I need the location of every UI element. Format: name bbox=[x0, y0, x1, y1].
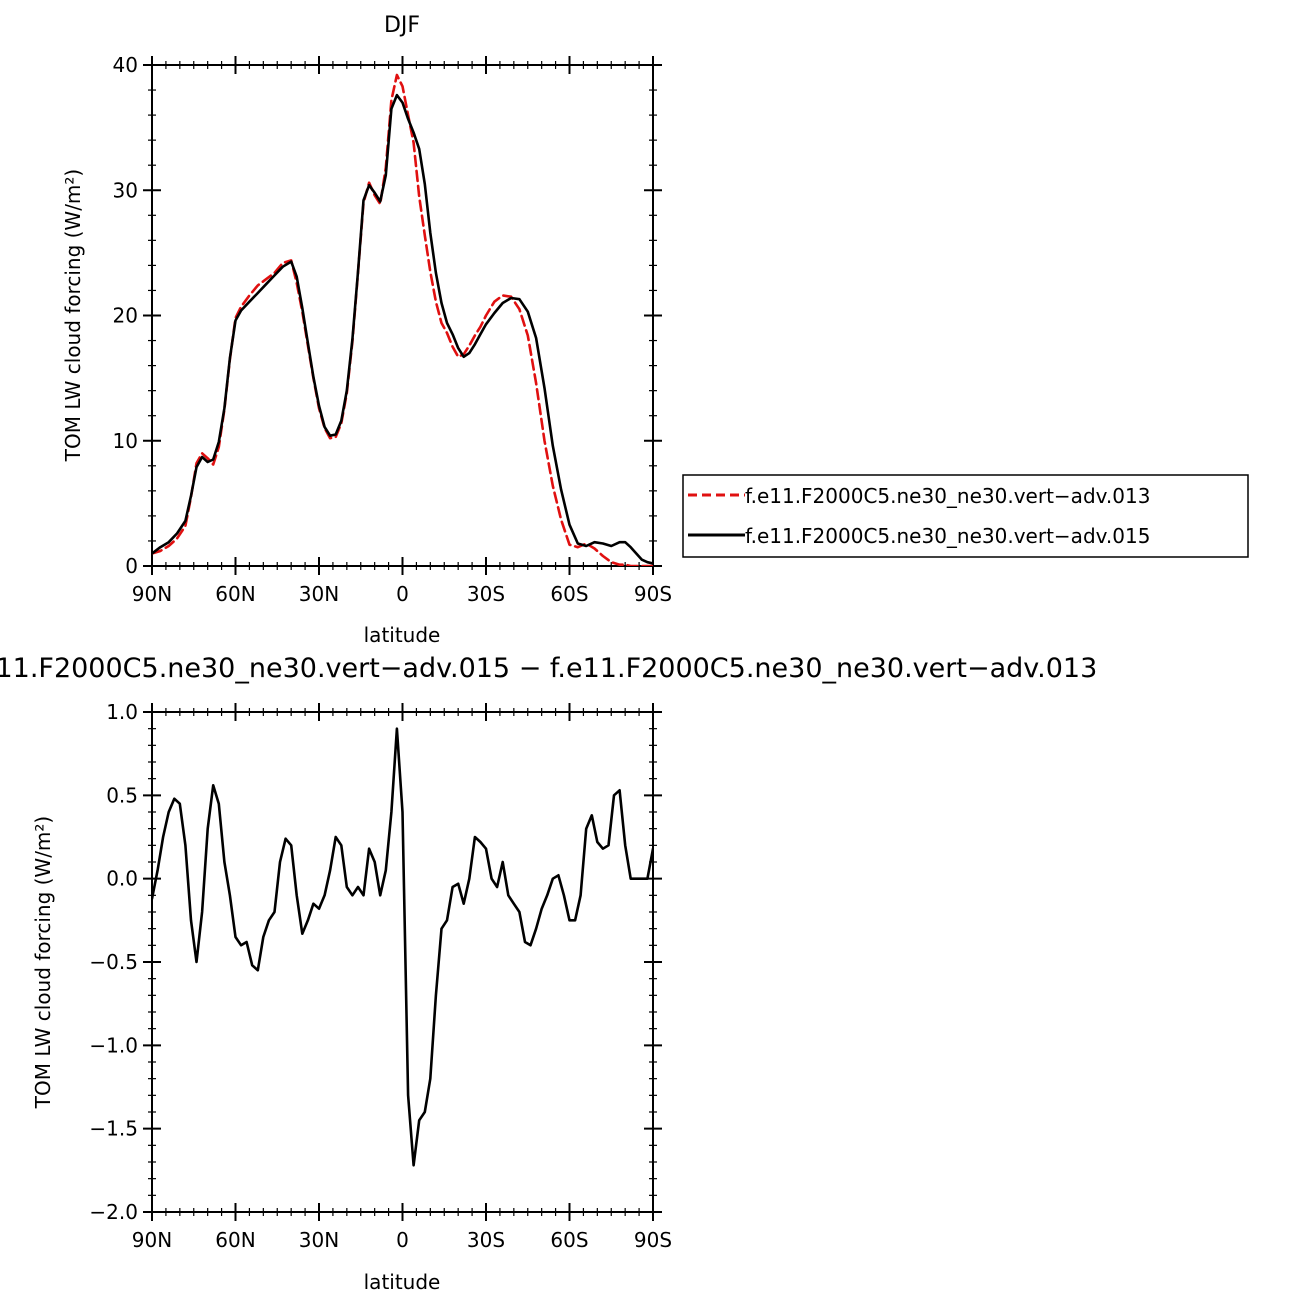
legend: f.e11.F2000C5.ne30_ne30.vert−adv.013 f.e… bbox=[682, 474, 1249, 558]
x-tick-label: 60N bbox=[215, 1228, 255, 1252]
x-tick-label: 30N bbox=[299, 582, 339, 606]
x-tick-label: 90N bbox=[132, 1228, 172, 1252]
x-tick-label: 0 bbox=[396, 582, 409, 606]
y-tick-label: 30 bbox=[113, 178, 138, 202]
legend-label-015: f.e11.F2000C5.ne30_ne30.vert−adv.015 bbox=[745, 524, 1150, 548]
bottom-chart-title: f.e11.F2000C5.ne30_ne30.vert−adv.015 − f… bbox=[0, 653, 1097, 684]
bottom-tick-labels: 1.0 0.5 0.0 −0.5 −1.0 −1.5 −2.0 90N 60N 30N 0 30S 60… bbox=[89, 700, 672, 1252]
top-chart-title: DJF bbox=[384, 13, 420, 38]
y-tick-label: 10 bbox=[113, 429, 138, 453]
series-line-solid-1 bbox=[152, 93, 653, 565]
top-axis-ticks bbox=[143, 56, 662, 575]
bottom-x-axis-label: latitude bbox=[364, 1270, 441, 1294]
top-panel: DJF 0 10 20 30 40 90N 60N 30N 0 30S 60S 90S latitud… bbox=[61, 13, 672, 647]
series-line-dashed-0 bbox=[152, 73, 653, 566]
top-tick-labels: 0 10 20 30 40 90N 60N 30N 0 30S 60S 90S bbox=[113, 53, 673, 606]
x-tick-label: 30S bbox=[467, 1228, 505, 1252]
bottom-y-axis-label: TOM LW cloud forcing (W/m²) bbox=[31, 816, 55, 1110]
legend-box bbox=[682, 474, 1249, 558]
x-tick-label: 0 bbox=[396, 1228, 409, 1252]
bottom-plot-frame bbox=[151, 711, 654, 1213]
y-tick-label: −2.0 bbox=[89, 1200, 138, 1224]
x-tick-label: 90N bbox=[132, 582, 172, 606]
top-series-group bbox=[152, 73, 653, 566]
top-plot-frame bbox=[151, 64, 654, 567]
x-tick-label: 30S bbox=[467, 582, 505, 606]
x-tick-label: 90S bbox=[634, 582, 672, 606]
bottom-series-group bbox=[152, 727, 653, 1167]
x-tick-label: 30N bbox=[299, 1228, 339, 1252]
top-y-axis-label: TOM LW cloud forcing (W/m²) bbox=[61, 169, 85, 463]
y-tick-label: 0 bbox=[125, 554, 138, 578]
y-tick-label: −0.5 bbox=[89, 950, 138, 974]
top-x-axis-label: latitude bbox=[364, 623, 441, 647]
y-tick-label: 1.0 bbox=[106, 700, 138, 724]
bottom-axis-ticks bbox=[143, 703, 662, 1221]
series-line-solid-0 bbox=[152, 727, 653, 1167]
y-tick-label: 40 bbox=[113, 53, 138, 77]
y-tick-label: −1.0 bbox=[89, 1033, 138, 1057]
y-tick-label: 0.5 bbox=[106, 783, 138, 807]
x-tick-label: 60S bbox=[550, 582, 588, 606]
x-tick-label: 90S bbox=[634, 1228, 672, 1252]
legend-label-013: f.e11.F2000C5.ne30_ne30.vert−adv.013 bbox=[745, 484, 1150, 508]
y-tick-label: 20 bbox=[113, 304, 138, 328]
bottom-panel: f.e11.F2000C5.ne30_ne30.vert−adv.015 − f… bbox=[0, 653, 1097, 1294]
x-tick-label: 60N bbox=[215, 582, 255, 606]
x-tick-label: 60S bbox=[550, 1228, 588, 1252]
y-tick-label: 0.0 bbox=[106, 867, 138, 891]
y-tick-label: −1.5 bbox=[89, 1117, 138, 1141]
